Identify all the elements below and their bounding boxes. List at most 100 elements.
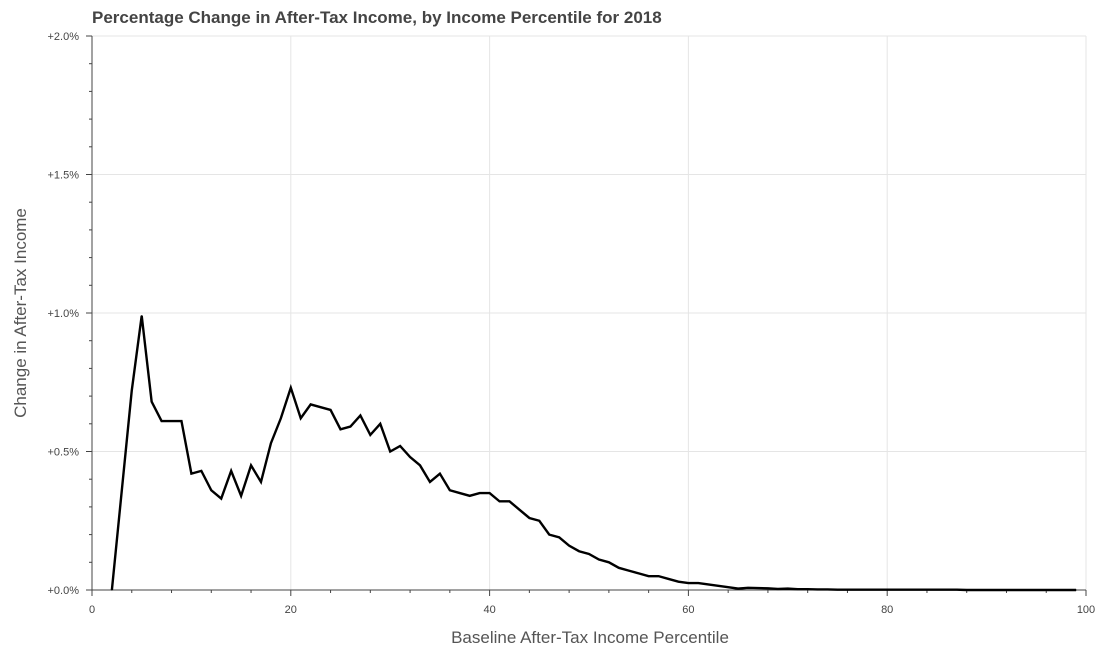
- data-point: [976, 589, 978, 591]
- data-point: [1015, 589, 1018, 591]
- data-point: [677, 581, 680, 583]
- data-point: [1035, 589, 1037, 591]
- data-point: [1055, 589, 1057, 591]
- x-tick-label: 80: [881, 604, 893, 616]
- data-point: [638, 572, 640, 574]
- x-tick-label: 20: [285, 604, 297, 616]
- data-point: [310, 403, 312, 406]
- data-point: [210, 489, 212, 491]
- data-point: [807, 588, 809, 590]
- data-point: [290, 387, 292, 389]
- data-point: [409, 456, 411, 458]
- data-point: [369, 434, 371, 436]
- data-point: [946, 589, 948, 591]
- data-point: [1005, 589, 1008, 591]
- data-point: [320, 406, 322, 408]
- x-axis-label: Baseline After-Tax Income Percentile: [451, 628, 729, 647]
- data-point: [339, 428, 342, 430]
- data-point: [667, 578, 670, 580]
- data-point: [608, 561, 610, 563]
- y-tick-label: +0.5%: [48, 447, 80, 459]
- y-tick-label: +0.0%: [48, 585, 80, 597]
- data-point: [419, 464, 421, 466]
- y-axis-label: Change in After-Tax Income: [11, 208, 30, 418]
- data-point: [767, 587, 769, 589]
- data-point: [111, 589, 113, 591]
- x-tick-label: 40: [483, 604, 495, 616]
- data-point: [190, 473, 192, 475]
- data-point: [926, 589, 928, 591]
- data-point: [479, 492, 481, 494]
- data-point: [518, 509, 521, 511]
- data-point: [826, 588, 829, 591]
- data-point: [389, 450, 391, 453]
- data-point: [329, 409, 332, 411]
- data-point: [648, 575, 650, 577]
- data-point: [528, 517, 530, 519]
- data-point: [121, 489, 123, 491]
- data-point: [747, 587, 749, 589]
- data-point: [906, 589, 908, 591]
- data-point: [300, 417, 302, 419]
- data-point: [359, 414, 361, 417]
- data-point: [498, 500, 501, 502]
- data-point: [379, 423, 381, 425]
- data-point: [986, 589, 988, 591]
- data-point: [966, 589, 968, 591]
- data-point: [459, 492, 461, 494]
- data-point: [717, 585, 719, 587]
- data-point: [200, 470, 202, 472]
- data-point: [618, 567, 620, 569]
- data-point: [131, 389, 133, 392]
- grid-lines: [92, 35, 1087, 590]
- data-point: [886, 589, 888, 591]
- data-point: [449, 489, 451, 491]
- y-tick-label: +2.0%: [48, 31, 80, 43]
- data-point: [260, 481, 262, 483]
- y-tick-label: +1.0%: [48, 308, 80, 320]
- tick-labels: +0.0% +0.5% +1.0% +1.5% +2.0% 0 20 40 60 80 100: [48, 31, 1096, 616]
- data-point: [1045, 589, 1047, 591]
- data-point: [1065, 589, 1067, 591]
- data-point: [588, 553, 590, 555]
- data-point: [836, 589, 839, 591]
- data-point: [349, 425, 352, 428]
- data-point: [598, 558, 600, 561]
- data-point: [936, 589, 938, 591]
- data-point: [956, 589, 958, 591]
- data-point: [508, 500, 511, 502]
- data-point: [220, 497, 222, 500]
- series-layer: [110, 315, 1077, 592]
- data-point: [657, 575, 660, 577]
- data-point: [151, 401, 153, 403]
- data-point: [270, 442, 272, 444]
- data-point: [628, 570, 630, 572]
- data-point: [916, 589, 918, 591]
- data-point: [777, 588, 779, 590]
- data-point: [568, 545, 570, 547]
- series-line: [110, 315, 1077, 592]
- x-tick-label: 0: [89, 604, 95, 616]
- y-tick-label: +1.5%: [48, 170, 80, 182]
- data-point: [280, 417, 282, 419]
- data-point: [230, 470, 232, 472]
- data-point: [240, 495, 242, 497]
- data-point: [757, 587, 759, 589]
- chart-title: Percentage Change in After-Tax Income, b…: [92, 8, 662, 27]
- data-point: [180, 420, 183, 422]
- x-tick-label: 100: [1077, 604, 1095, 616]
- data-point: [1025, 589, 1027, 591]
- data-point: [578, 550, 580, 552]
- data-point: [429, 481, 431, 483]
- data-point: [141, 315, 143, 317]
- data-point: [896, 589, 898, 591]
- data-point: [817, 588, 819, 591]
- data-point: [439, 473, 441, 475]
- data-point: [170, 420, 173, 422]
- data-point: [866, 589, 868, 591]
- data-point: [399, 445, 401, 447]
- data-point: [469, 495, 471, 497]
- data-point: [687, 582, 690, 584]
